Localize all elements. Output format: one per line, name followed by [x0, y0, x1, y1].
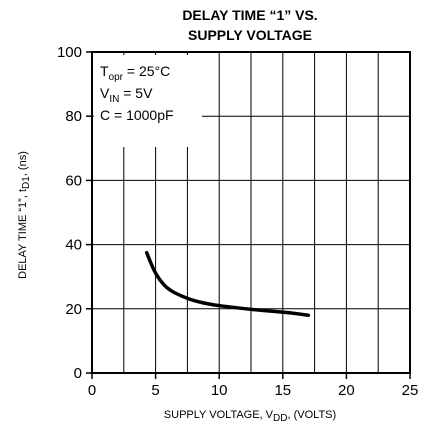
condition-line: VIN = 5V [100, 85, 153, 105]
y-tick-label: 20 [65, 301, 82, 318]
y-tick-label: 100 [57, 44, 82, 61]
y-axis-ticks: 0 20 40 60 80 100 [57, 44, 92, 382]
y-tick-label: 40 [65, 237, 82, 254]
x-tick-label: 0 [88, 382, 96, 399]
chart-title-line-2: SUPPLY VOLTAGE [188, 27, 312, 43]
x-tick-label: 15 [274, 382, 291, 399]
y-tick-label: 60 [65, 172, 82, 189]
y-tick-label: 0 [74, 365, 82, 382]
x-tick-label: 25 [402, 382, 419, 399]
chart-title: DELAY TIME “1” VS. SUPPLY VOLTAGE [182, 7, 317, 43]
x-axis-ticks: 0 5 10 15 20 25 [88, 373, 419, 399]
plot-frame [91, 51, 411, 374]
x-tick-label: 5 [151, 382, 159, 399]
y-tick-label: 80 [65, 108, 82, 125]
series-line [144, 250, 310, 317]
condition-line: Topr = 25°C [100, 63, 170, 83]
condition-line: C = 1000pF [100, 107, 174, 123]
x-tick-label: 10 [211, 382, 228, 399]
x-axis-label: SUPPLY VOLTAGE, VDD, (VOLTS) [164, 409, 336, 424]
chart-title-line-1: DELAY TIME “1” VS. [182, 7, 317, 23]
y-axis-label: DELAY TIME “1”, tD1, (ns) [17, 151, 32, 279]
conditions-background [94, 55, 202, 147]
series-group [144, 250, 310, 317]
x-tick-label: 20 [338, 382, 355, 399]
